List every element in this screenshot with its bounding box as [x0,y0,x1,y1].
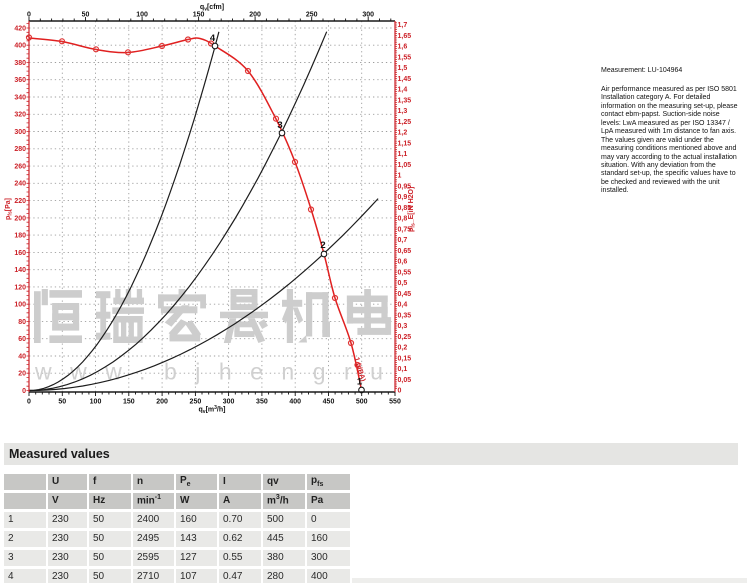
svg-text:0,8: 0,8 [398,216,408,223]
svg-text:0,6: 0,6 [398,259,408,266]
svg-text:300: 300 [362,12,374,19]
svg-text:3: 3 [277,120,282,131]
svg-text:1: 1 [357,377,363,388]
svg-text:260: 260 [14,164,26,171]
svg-text:360: 360 [14,77,26,84]
svg-text:200: 200 [249,12,261,19]
svg-text:0,4: 0,4 [398,302,408,309]
svg-text:1,55: 1,55 [398,54,412,61]
svg-text:0,85: 0,85 [398,205,412,212]
svg-text:450: 450 [323,399,335,406]
svg-text:1,25: 1,25 [398,119,412,126]
svg-text:160: 160 [14,250,26,257]
svg-text:200: 200 [14,215,26,222]
svg-text:280: 280 [14,146,26,153]
svg-text:pfs[Pa]: pfs[Pa] [5,198,14,220]
svg-text:0,75: 0,75 [398,226,412,233]
svg-text:300: 300 [14,129,26,136]
svg-text:1,4: 1,4 [398,87,408,94]
svg-text:www.bjhengrui.cn: www.bjhengrui.cn [34,359,511,385]
svg-text:0: 0 [27,399,31,406]
svg-text:0,5: 0,5 [398,280,408,287]
svg-text:qv[cfm]: qv[cfm] [200,4,224,13]
svg-text:1,35: 1,35 [398,97,412,104]
svg-text:240: 240 [14,181,26,188]
svg-text:1,5: 1,5 [398,65,408,72]
svg-text:420: 420 [14,25,26,32]
svg-text:pfs_E[iN H2O]: pfs_E[iN H2O] [408,187,417,232]
svg-text:150: 150 [193,12,205,19]
svg-text:550: 550 [389,399,401,406]
svg-text:120: 120 [14,284,26,291]
svg-text:250: 250 [306,12,318,19]
svg-text:1,3: 1,3 [398,108,408,115]
svg-text:40: 40 [18,353,26,360]
svg-text:380: 380 [14,60,26,67]
svg-text:qv[m3/h]: qv[m3/h] [199,405,226,415]
svg-text:1,45: 1,45 [398,76,412,83]
svg-text:0,35: 0,35 [398,312,412,319]
svg-text:250: 250 [190,399,202,406]
svg-text:0: 0 [398,388,402,395]
svg-text:140: 140 [14,267,26,274]
svg-text:0,25: 0,25 [398,334,412,341]
svg-text:1,15: 1,15 [398,140,412,147]
svg-text:0: 0 [27,12,31,19]
svg-text:0,55: 0,55 [398,269,412,276]
svg-text:60: 60 [18,336,26,343]
svg-text:400: 400 [289,399,301,406]
svg-text:0,2: 0,2 [398,345,408,352]
svg-text:1,2: 1,2 [398,130,408,137]
svg-text:100: 100 [14,302,26,309]
svg-text:50: 50 [58,399,66,406]
svg-text:1,05: 1,05 [398,162,412,169]
svg-text:2: 2 [320,240,325,251]
svg-text:350: 350 [256,399,268,406]
svg-text:340: 340 [14,94,26,101]
svg-text:50: 50 [82,12,90,19]
svg-text:180: 180 [14,233,26,240]
svg-text:100: 100 [136,12,148,19]
svg-text:500: 500 [356,399,368,406]
svg-text:0,15: 0,15 [398,355,412,362]
svg-text:1,1: 1,1 [398,151,408,158]
svg-text:0,7: 0,7 [398,237,408,244]
svg-text:200: 200 [156,399,168,406]
svg-text:1,6: 1,6 [398,44,408,51]
svg-text:0,1: 0,1 [398,366,408,373]
svg-text:1,65: 1,65 [398,33,412,40]
svg-text:0: 0 [22,388,26,395]
svg-text:1,7: 1,7 [398,22,408,29]
svg-text:1: 1 [398,173,402,180]
svg-text:4: 4 [210,33,216,44]
svg-text:220: 220 [14,198,26,205]
svg-text:0,05: 0,05 [398,377,412,384]
svg-text:0,9: 0,9 [398,194,408,201]
svg-text:300: 300 [223,399,235,406]
svg-text:400: 400 [14,43,26,50]
svg-text:0,45: 0,45 [398,291,412,298]
svg-text:320: 320 [14,112,26,119]
svg-text:20: 20 [18,371,26,378]
svg-text:100: 100 [90,399,102,406]
svg-text:80: 80 [18,319,26,326]
svg-text:150: 150 [123,399,135,406]
svg-text:0,95: 0,95 [398,183,412,190]
svg-text:0,3: 0,3 [398,323,408,330]
svg-text:0,65: 0,65 [398,248,412,255]
